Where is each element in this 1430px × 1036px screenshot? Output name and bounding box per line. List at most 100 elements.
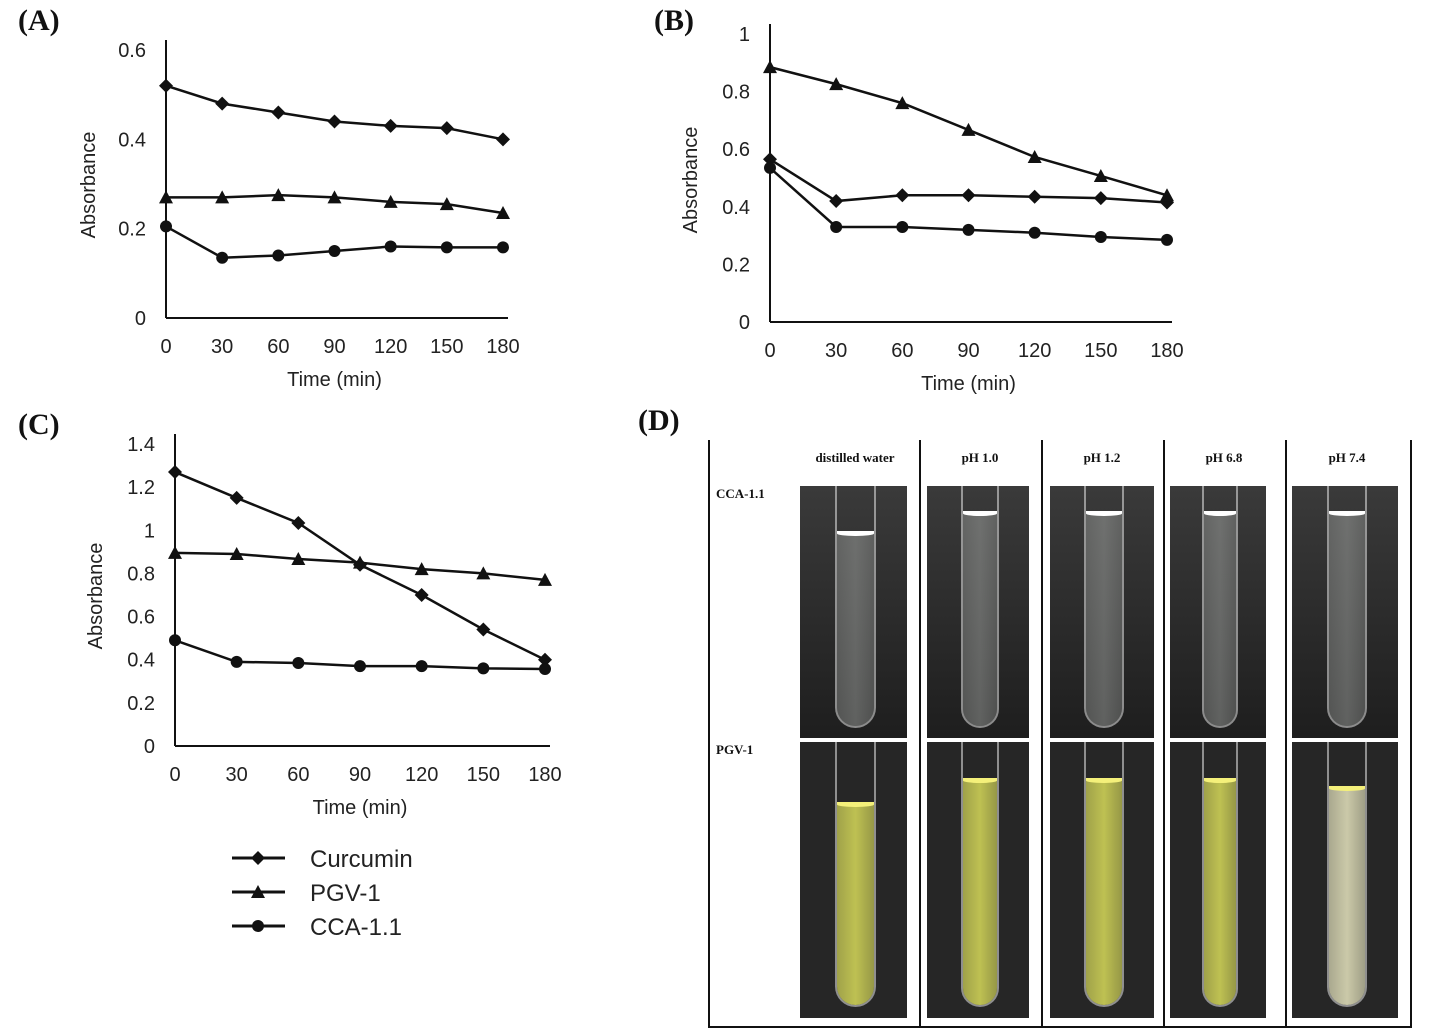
data-point-cca-1.1 <box>440 241 453 254</box>
legend: Curcumin PGV-1 CCA-1.1 <box>232 846 413 941</box>
column-header: pH 1.2 <box>1083 450 1121 465</box>
data-point-cca-1.1 <box>830 220 843 233</box>
y-tick-label: 0.6 <box>127 607 155 629</box>
data-point-curcumin <box>1027 189 1042 204</box>
panel-label-d: (D) <box>638 404 680 437</box>
tube-photo <box>800 486 907 738</box>
panel-label-b: (B) <box>654 4 694 37</box>
tube-liquid <box>1203 511 1237 726</box>
tube-liquid <box>1328 511 1365 726</box>
data-point-pgv-1 <box>763 60 777 74</box>
legend-label: Curcumin <box>310 846 413 873</box>
y-tick-label: 0.2 <box>127 693 155 715</box>
data-point-cca-1.1 <box>1028 226 1041 239</box>
legend-marker-circle <box>252 920 264 932</box>
data-point-cca-1.1 <box>764 161 776 174</box>
tube-liquid <box>1086 778 1122 1005</box>
data-point-pgv-1 <box>159 190 173 204</box>
test-tube <box>835 486 876 728</box>
data-point-pgv-1 <box>1160 188 1174 202</box>
tube-liquid <box>1086 511 1122 726</box>
data-point-cca-1.1 <box>415 660 428 673</box>
data-point-cca-1.1 <box>169 634 181 647</box>
data-point-curcumin <box>291 515 306 530</box>
data-point-cca-1.1 <box>539 662 551 675</box>
x-axis-label: Time (min) <box>313 797 408 819</box>
tube-photo <box>1170 742 1266 1018</box>
y-tick-label: 0.6 <box>118 40 146 62</box>
y-tick-label: 0 <box>739 312 750 334</box>
x-tick-label: 90 <box>957 340 979 362</box>
data-point-pgv-1 <box>538 572 552 586</box>
tube-photo <box>1050 486 1154 738</box>
column-divider <box>1285 440 1287 1026</box>
data-point-curcumin <box>538 652 552 667</box>
data-point-pgv-1 <box>271 188 286 202</box>
meniscus <box>1086 511 1122 517</box>
data-point-cca-1.1 <box>216 251 229 264</box>
row-header: PGV-1 <box>716 742 754 757</box>
x-tick-label: 0 <box>169 764 180 786</box>
x-axis-label: Time (min) <box>287 369 382 391</box>
legend-marker-triangle <box>251 885 265 898</box>
x-tick-label: 90 <box>349 764 371 786</box>
data-point-pgv-1 <box>383 194 398 208</box>
x-tick-label: 120 <box>1018 340 1051 362</box>
test-tube <box>1201 486 1239 728</box>
chart-0: 0 0.2 0.4 0.6 0 30 60 90 120 150 180 Time (min) Abso… <box>78 40 520 391</box>
x-tick-label: 60 <box>267 336 289 358</box>
data-point-pgv-1 <box>215 190 230 204</box>
data-point-curcumin <box>271 105 286 120</box>
data-point-cca-1.1 <box>230 655 243 668</box>
y-tick-label: 0.4 <box>722 197 750 219</box>
x-tick-label: 180 <box>1150 340 1183 362</box>
tube-photo <box>1170 486 1266 738</box>
data-point-curcumin <box>229 490 244 505</box>
data-point-cca-1.1 <box>354 660 366 673</box>
data-point-pgv-1 <box>229 547 244 561</box>
y-tick-label: 0.2 <box>118 219 146 241</box>
data-point-curcumin <box>961 188 976 203</box>
meniscus <box>962 511 998 517</box>
test-tube <box>1326 486 1367 728</box>
data-point-pgv-1 <box>439 197 454 211</box>
x-tick-label: 180 <box>486 336 519 358</box>
data-point-pgv-1 <box>414 562 429 576</box>
data-point-curcumin <box>476 622 491 637</box>
data-point-pgv-1 <box>353 555 367 569</box>
column-header: distilled water <box>815 450 895 465</box>
tube-photo <box>1292 486 1398 738</box>
data-point-cca-1.1 <box>272 249 285 262</box>
test-tube <box>1084 486 1124 728</box>
y-tick-label: 1 <box>739 24 750 46</box>
test-tube <box>960 486 1000 728</box>
y-axis-label: Absorbance <box>680 127 702 234</box>
data-point-curcumin <box>439 121 454 136</box>
column-header: pH 6.8 <box>1205 450 1243 465</box>
tube-liquid <box>1328 786 1365 1005</box>
tube-liquid <box>837 530 874 726</box>
x-tick-label: 0 <box>160 336 171 358</box>
x-tick-label: 30 <box>825 340 847 362</box>
data-point-pgv-1 <box>476 566 491 580</box>
series-line-curcumin <box>165 84 504 141</box>
test-tube <box>1201 742 1239 1007</box>
meniscus <box>1203 511 1237 517</box>
data-point-curcumin <box>895 188 910 203</box>
column-divider <box>1041 440 1043 1026</box>
data-point-cca-1.1 <box>292 656 305 669</box>
data-point-cca-1.1 <box>477 662 490 675</box>
data-point-curcumin <box>496 132 510 147</box>
x-tick-label: 150 <box>467 764 500 786</box>
meniscus <box>1203 778 1237 784</box>
data-point-curcumin <box>327 114 342 129</box>
x-tick-label: 120 <box>374 336 407 358</box>
chart-2: 0 0.2 0.4 0.6 0.8 1 1.2 1.4 0 30 60 90 120 150 180 Time… <box>85 434 562 819</box>
panel-label-c: (C) <box>18 408 60 441</box>
tube-liquid <box>1203 778 1237 1005</box>
chart-1: 0 0.2 0.4 0.6 0.8 1 0 30 60 90 120 150 180 Time (min)… <box>680 24 1184 395</box>
meniscus <box>837 530 874 536</box>
x-tick-label: 90 <box>323 336 345 358</box>
x-axis-label: Time (min) <box>921 373 1016 395</box>
